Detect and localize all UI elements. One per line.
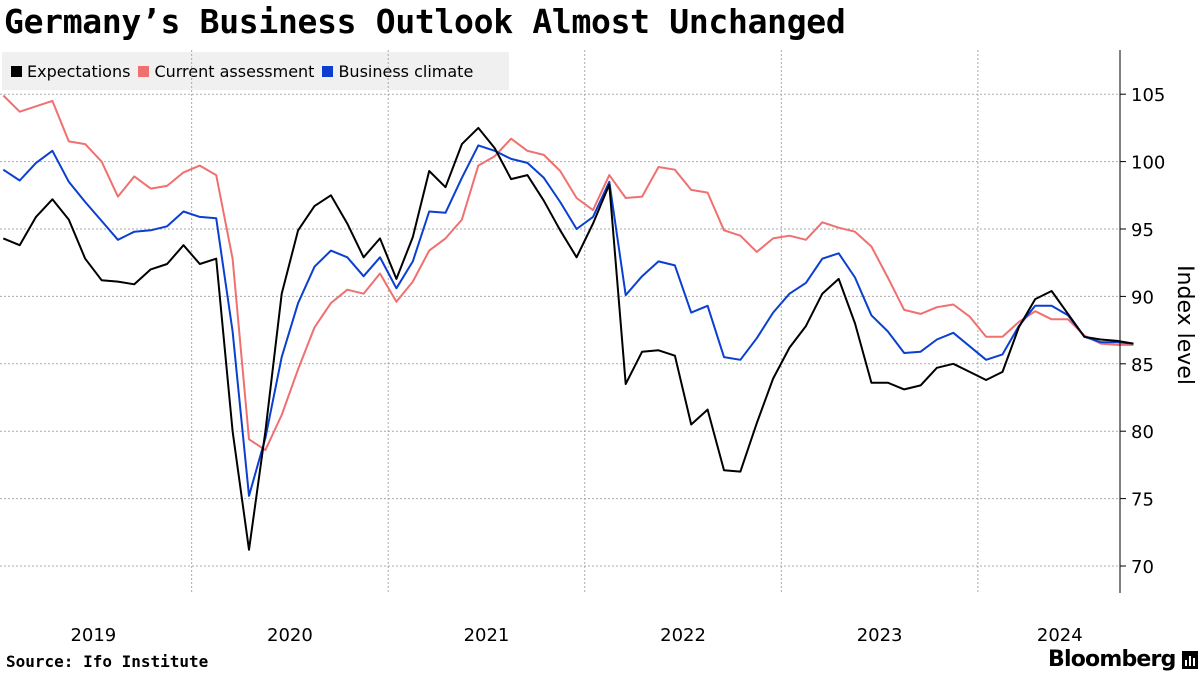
legend-item-business-climate: Business climate: [322, 62, 473, 81]
y-axis-label: Index level: [1172, 265, 1197, 385]
brand-text: Bloomberg: [1048, 647, 1176, 672]
legend-swatch: [11, 65, 22, 77]
x-tick-label: 2020: [267, 625, 313, 646]
x-tick-label: 2024: [1037, 625, 1083, 646]
legend-swatch: [138, 65, 150, 77]
bloomberg-logo: Bloomberg: [1048, 647, 1198, 672]
year-gridlines: [191, 50, 979, 593]
y-tick-label: 100: [1131, 153, 1165, 174]
y-tick-label: 95: [1131, 220, 1154, 241]
x-tick-label: 2023: [857, 625, 903, 646]
y-tick-label: 105: [1131, 85, 1165, 106]
x-tick-label: 2021: [464, 625, 510, 646]
chart-title: Germany’s Business Outlook Almost Unchan…: [4, 2, 846, 41]
series-line-expectations: [2, 126, 1134, 551]
x-axis-ticks: 2019 2020 2021 2022 2023 2024: [70, 625, 1082, 646]
series-line-current-assessment: [2, 94, 1134, 452]
series-lines: [2, 94, 1134, 551]
y-tick-label: 75: [1131, 490, 1154, 511]
gridlines: [0, 93, 1120, 567]
y-tick-label: 80: [1131, 422, 1154, 443]
y-axis-ticks: 70 75 80 85 90 95 100 105: [1120, 85, 1165, 578]
legend-label: Business climate: [338, 61, 474, 81]
series-line-business-climate: [2, 144, 1134, 497]
legend: Expectations Current assessment Business…: [2, 52, 509, 90]
legend-swatch: [322, 65, 334, 77]
legend-label: Expectations: [27, 61, 131, 81]
y-tick-label: 85: [1131, 355, 1154, 376]
y-tick-label: 90: [1131, 287, 1154, 308]
bloomberg-bars-icon: [1181, 650, 1198, 669]
x-tick-label: 2019: [70, 625, 116, 646]
legend-item-current-assessment: Current assessment: [138, 62, 314, 81]
y-tick-label: 70: [1131, 557, 1154, 578]
x-tick-label: 2022: [660, 625, 706, 646]
legend-label: Current assessment: [154, 61, 315, 81]
source-note: Source: Ifo Institute: [6, 652, 209, 671]
legend-item-expectations: Expectations: [11, 62, 130, 81]
